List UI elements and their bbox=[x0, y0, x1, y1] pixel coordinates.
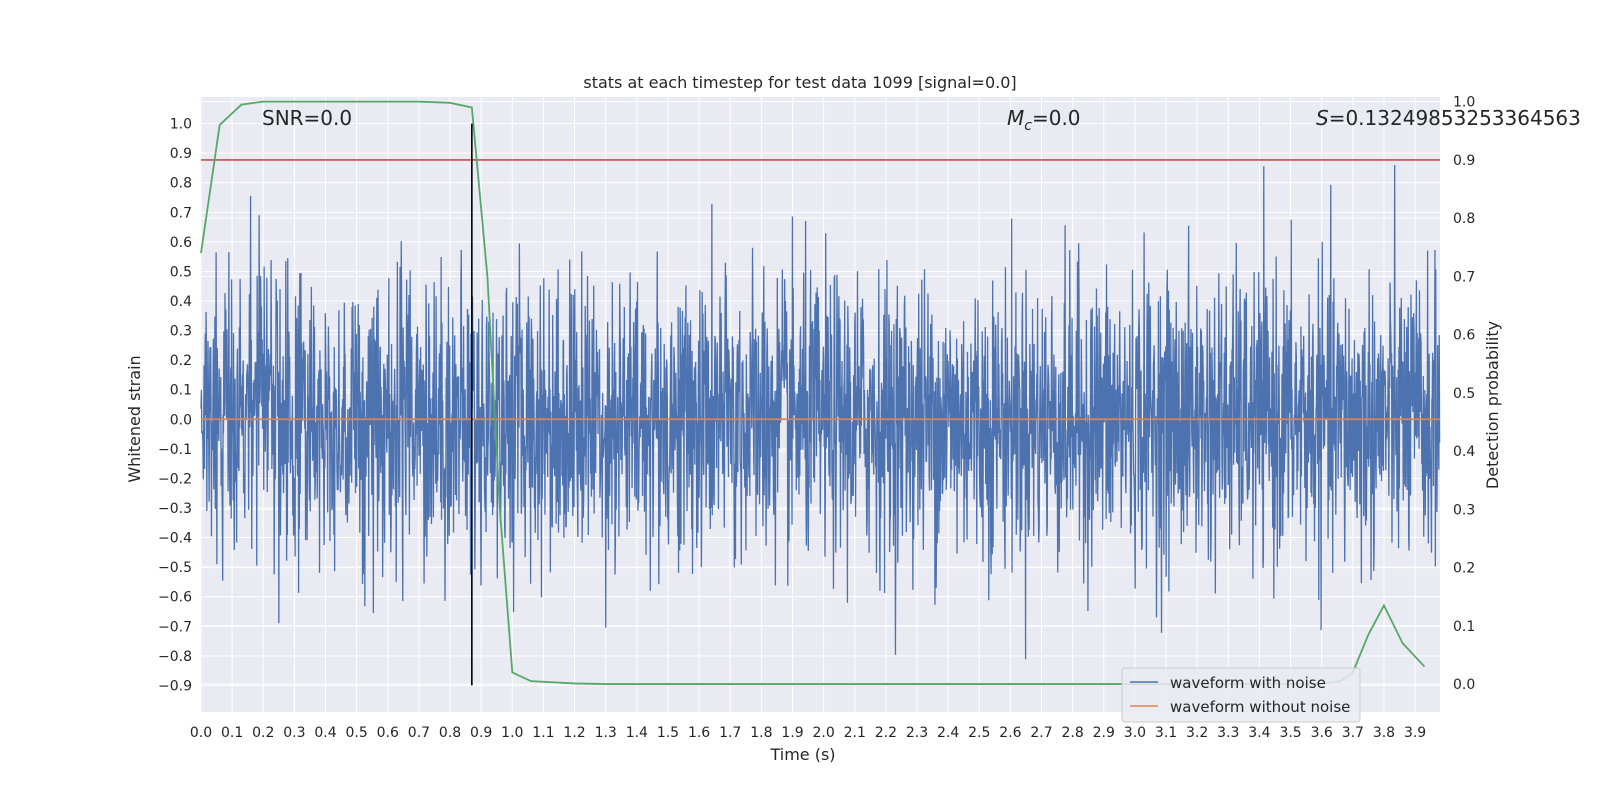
x-tick-label: 1.1 bbox=[532, 725, 554, 741]
x-tick-label: 3.8 bbox=[1373, 725, 1395, 741]
y-tick-label: 0.1 bbox=[170, 383, 192, 399]
x-tick-label: 2.3 bbox=[906, 725, 928, 741]
x-tick-label: 1.7 bbox=[719, 725, 741, 741]
x-tick-label: 0.7 bbox=[408, 725, 430, 741]
x-tick-label: 1.6 bbox=[688, 725, 710, 741]
x-tick-label: 3.3 bbox=[1217, 725, 1239, 741]
snr-annotation: SNR=0.0 bbox=[262, 106, 352, 130]
y-tick-label: −0.3 bbox=[158, 501, 192, 517]
y-tick-label: −0.9 bbox=[158, 678, 192, 694]
y2-tick-label: 0.8 bbox=[1453, 211, 1475, 227]
y2-tick-label: 0.5 bbox=[1453, 386, 1475, 402]
x-tick-label: 2.4 bbox=[937, 725, 959, 741]
x-tick-label: 0.6 bbox=[377, 725, 399, 741]
x-tick-label: 2.6 bbox=[999, 725, 1021, 741]
x-tick-label: 0.0 bbox=[190, 725, 212, 741]
y2-tick-label: 0.3 bbox=[1453, 502, 1475, 518]
mc-subscript: c bbox=[1024, 118, 1032, 134]
x-tick-label: 0.8 bbox=[439, 725, 461, 741]
x-tick-label: 0.2 bbox=[252, 725, 274, 741]
x-tick-label: 1.8 bbox=[750, 725, 772, 741]
y2-axis-label: Detection probability bbox=[1483, 321, 1502, 489]
x-tick-label: 1.2 bbox=[563, 725, 585, 741]
y2-tick-label: 0.6 bbox=[1453, 328, 1475, 344]
x-tick-label: 1.0 bbox=[501, 725, 523, 741]
y2-tick-label: 0.0 bbox=[1453, 677, 1475, 693]
x-tick-label: 3.0 bbox=[1124, 725, 1146, 741]
x-tick-label: 2.8 bbox=[1062, 725, 1084, 741]
series-waveform-with-noise bbox=[200, 164, 1441, 660]
mc-annotation: Mc=0.0 bbox=[1007, 106, 1081, 134]
y-tick-label: 0.3 bbox=[170, 324, 192, 340]
y-tick-label: 0.2 bbox=[170, 353, 192, 369]
x-tick-label: 0.5 bbox=[346, 725, 368, 741]
x-tick-label: 2.5 bbox=[968, 725, 990, 741]
y-tick-label: 0.4 bbox=[170, 294, 192, 310]
y-tick-label: 0.6 bbox=[170, 235, 192, 251]
y-tick-label: 0.9 bbox=[170, 146, 192, 162]
mc-symbol: M bbox=[1007, 106, 1024, 130]
x-tick-label: 2.2 bbox=[875, 725, 897, 741]
y2-tick-label: 1.0 bbox=[1453, 95, 1475, 111]
y-tick-label: −0.5 bbox=[158, 560, 192, 576]
y2-tick-label: 0.1 bbox=[1453, 619, 1475, 635]
x-tick-label: 0.1 bbox=[221, 725, 243, 741]
chart-title: stats at each timestep for test data 109… bbox=[583, 73, 1016, 92]
x-axis-label: Time (s) bbox=[769, 745, 835, 764]
s-annotation: S=0.13249853253364563 bbox=[1316, 106, 1581, 130]
x-tick-label: 2.0 bbox=[812, 725, 834, 741]
x-tick-label: 1.9 bbox=[781, 725, 803, 741]
x-tick-label: 3.2 bbox=[1186, 725, 1208, 741]
x-tick-label: 1.4 bbox=[626, 725, 648, 741]
y-tick-label: 0.7 bbox=[170, 205, 192, 221]
y2-tick-label: 0.9 bbox=[1453, 153, 1475, 169]
x-tick-label: 0.4 bbox=[314, 725, 336, 741]
y-tick-label: −0.4 bbox=[158, 531, 192, 547]
y2-tick-label: 0.2 bbox=[1453, 561, 1475, 577]
y-tick-label: 1.0 bbox=[170, 117, 192, 133]
legend: waveform with noise waveform without noi… bbox=[1121, 667, 1361, 723]
x-tick-label: 2.9 bbox=[1093, 725, 1115, 741]
x-tick-label: 1.5 bbox=[657, 725, 679, 741]
y-tick-label: −0.8 bbox=[158, 649, 192, 665]
mc-value: =0.0 bbox=[1032, 106, 1081, 130]
x-tick-label: 2.7 bbox=[1030, 725, 1052, 741]
y-tick-label: −0.1 bbox=[158, 442, 192, 458]
x-tick-label: 3.6 bbox=[1311, 725, 1333, 741]
y-tick-label: 0.0 bbox=[170, 412, 192, 428]
y2-tick-label: 0.7 bbox=[1453, 269, 1475, 285]
x-tick-label: 3.1 bbox=[1155, 725, 1177, 741]
y-tick-label: 0.5 bbox=[170, 264, 192, 280]
x-tick-label: 2.1 bbox=[844, 725, 866, 741]
y-tick-label: 0.8 bbox=[170, 176, 192, 192]
s-value: =0.13249853253364563 bbox=[1329, 106, 1581, 130]
y-axis-label: Whitened strain bbox=[125, 355, 144, 482]
x-tick-label: 3.7 bbox=[1342, 725, 1364, 741]
y-tick-label: −0.7 bbox=[158, 619, 192, 635]
s-symbol: S bbox=[1316, 106, 1329, 130]
x-tick-label: 3.9 bbox=[1404, 725, 1426, 741]
legend-label-noise: waveform with noise bbox=[1170, 674, 1326, 692]
y-tick-label: −0.6 bbox=[158, 590, 192, 606]
x-tick-label: 3.5 bbox=[1279, 725, 1301, 741]
x-tick-label: 0.3 bbox=[283, 725, 305, 741]
x-tick-label: 0.9 bbox=[470, 725, 492, 741]
x-tick-label: 1.3 bbox=[595, 725, 617, 741]
y-tick-label: −0.2 bbox=[158, 471, 192, 487]
y2-tick-label: 0.4 bbox=[1453, 444, 1475, 460]
legend-label-clean: waveform without noise bbox=[1170, 698, 1350, 716]
x-tick-label: 3.4 bbox=[1248, 725, 1270, 741]
